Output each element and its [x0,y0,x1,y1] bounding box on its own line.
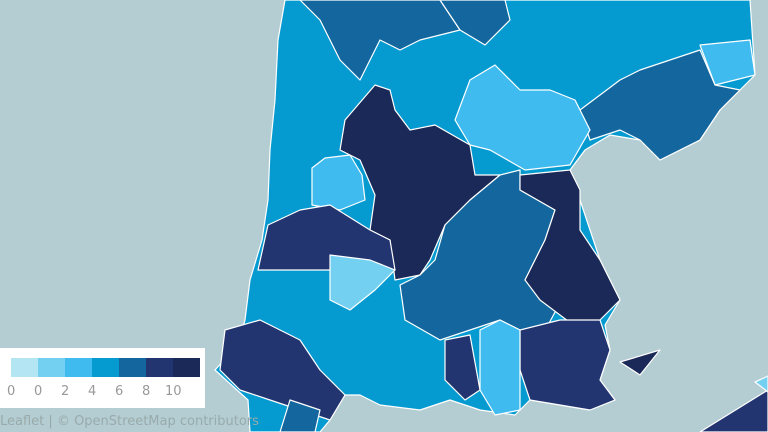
legend-label: 6 [115,384,124,399]
region[interactable] [699,39,756,86]
legend-swatch [38,358,65,377]
legend-label: 2 [61,384,70,399]
osm-link[interactable]: © OpenStreetMap contributors [56,414,259,429]
region[interactable] [439,0,511,46]
legend-label: 10 [165,384,182,399]
region[interactable] [519,319,616,411]
legend-swatch [173,358,200,377]
region[interactable] [479,319,521,416]
region[interactable] [444,334,481,401]
legend-label: 8 [142,384,151,399]
region[interactable] [339,84,501,281]
legend: 0 0 2 4 6 8 10 [0,348,205,408]
legend-label: 0 [34,384,43,399]
legend-swatches [11,358,200,377]
region[interactable] [579,49,741,161]
region[interactable] [279,399,321,432]
region[interactable] [329,254,396,311]
legend-label: 4 [88,384,97,399]
attribution-separator: | [48,414,53,429]
legend-swatch [65,358,92,377]
legend-swatch [146,358,173,377]
region[interactable] [219,319,346,421]
region[interactable] [699,389,768,432]
leaflet-link[interactable]: Leaflet [0,414,45,429]
region[interactable] [754,375,768,393]
region[interactable] [454,64,591,171]
region[interactable] [519,169,621,331]
region[interactable] [311,154,366,211]
legend-swatch [11,358,38,377]
region[interactable] [619,349,661,376]
attribution: Leaflet | © OpenStreetMap contributors [0,414,259,429]
legend-swatch [119,358,146,377]
legend-swatch [92,358,119,377]
legend-label: 0 [7,384,16,399]
